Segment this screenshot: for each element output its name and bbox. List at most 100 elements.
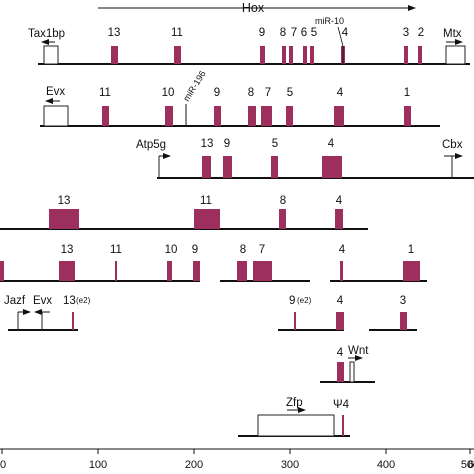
- hox-gene-7: [261, 106, 272, 126]
- hox-gene-8: [237, 261, 247, 281]
- hox-gene-4-label: 4: [337, 87, 344, 99]
- hox-gene-7-label: 7: [291, 27, 297, 39]
- hox-gene-13-e2: [72, 312, 74, 330]
- hox-gene-4-label: 4: [337, 347, 344, 359]
- row-5: 13 11 10 9 8 7 4 1: [0, 244, 427, 282]
- hox-gene-8-label: 8: [248, 87, 254, 99]
- hox-gene-partial: [0, 261, 4, 281]
- hox-gene-7-label: 7: [259, 244, 265, 256]
- zfp-label: Zfp: [286, 397, 303, 409]
- x-tick-label: 300: [281, 459, 299, 471]
- hox-gene-13-label: 13: [61, 244, 74, 256]
- hox-gene-7: [253, 261, 272, 281]
- tax1bp-gene-box: [43, 45, 59, 65]
- psi4-label: Ψ4: [333, 399, 350, 411]
- hox-gene-4: [337, 362, 344, 382]
- hox-gene-3: [404, 46, 408, 64]
- hox-title: Hox: [242, 1, 265, 15]
- row-4: 13 11 8 4: [0, 195, 368, 230]
- hox-gene-9: [214, 106, 221, 126]
- hox-gene-13-label: 13: [108, 27, 121, 39]
- hox-gene-13-label: 13: [201, 138, 214, 150]
- x-tick-label: 100: [89, 459, 107, 471]
- hox-gene-13: [111, 46, 118, 64]
- evx-label: Evx: [46, 86, 65, 98]
- hox-gene-9-e2: [294, 312, 296, 330]
- hox-gene-9-label: 9: [289, 295, 295, 307]
- hox-gene-5-label: 5: [287, 87, 293, 99]
- hox-gene-3: [400, 312, 407, 330]
- mir196-label: miR-196: [181, 69, 208, 103]
- hox-gene-7-label: 7: [265, 87, 271, 99]
- row-3: Atp5g Cbx 13 9 5 4: [136, 138, 474, 179]
- hox-gene-5-label: 5: [311, 27, 317, 39]
- hox-gene-10: [165, 106, 173, 126]
- hox-gene-9-label: 9: [224, 138, 230, 150]
- x-tick-label: 500: [461, 459, 474, 471]
- hox-gene-10: [167, 261, 172, 281]
- hox-gene-2: [418, 46, 422, 64]
- row-6: Jazf Evx 13 (e2) 9 (e2) 4 3: [4, 295, 417, 331]
- hox-gene-3-label: 3: [403, 27, 409, 39]
- hox-gene-1: [404, 106, 411, 126]
- hox-gene-4-label: 4: [328, 138, 335, 150]
- hox-gene-13: [59, 261, 75, 281]
- hox-gene-11-label: 11: [171, 27, 183, 39]
- hox-gene-9: [223, 156, 232, 178]
- wnt-label: Wnt: [348, 345, 369, 357]
- hox-gene-11-label: 11: [200, 195, 212, 207]
- x-tick-label: 400: [377, 459, 395, 471]
- hox-gene-9-label: 9: [214, 87, 220, 99]
- hox-gene-6-label: 6: [301, 27, 307, 39]
- mir10-label: miR-10: [315, 16, 344, 26]
- hox-gene-9-label: 9: [192, 244, 198, 256]
- hox-gene-4-label: 4: [339, 244, 346, 256]
- x-axis: 0 100 200 300 400 500 6: [0, 448, 474, 471]
- hox-gene-11-label: 11: [99, 87, 111, 99]
- hox-gene-11: [115, 261, 117, 281]
- hox-gene-10-label: 10: [162, 87, 175, 99]
- x-tick-label: 6: [468, 459, 474, 471]
- zfp-gene-box: [257, 414, 335, 437]
- hox-gene-5: [271, 156, 278, 178]
- hox-gene-11: [102, 106, 109, 126]
- hox-gene-8: [279, 209, 286, 229]
- hox-header: Hox: [98, 1, 416, 15]
- hox-gene-8-label: 8: [280, 195, 286, 207]
- row-7: 4 Wnt: [320, 345, 375, 383]
- hox-gene-8: [282, 46, 286, 64]
- row-1: Tax1bp Mtx 13 11 9 8 7 6 5 4 miR-10 3 2: [28, 16, 470, 65]
- hox-gene-3-label: 3: [400, 295, 406, 307]
- psi4-pseudogene: [342, 415, 344, 436]
- hox-gene-7: [289, 46, 293, 64]
- hox-gene-9-superscript: (e2): [297, 296, 312, 305]
- hox-gene-1: [403, 261, 420, 281]
- hox-gene-11-label: 11: [110, 244, 122, 256]
- hox-gene-4: [336, 312, 344, 330]
- wnt-gene-box: [349, 361, 355, 383]
- hox-gene-8-label: 8: [240, 244, 246, 256]
- hox-gene-4: [335, 209, 343, 229]
- mtx-label: Mtx: [443, 28, 462, 40]
- hox-gene-10-label: 10: [165, 244, 178, 256]
- row-2: Evx 11 10 miR-196 9 8 7 5 4 1: [40, 69, 440, 127]
- hox-gene-4-label: 4: [342, 27, 349, 39]
- hox-gene-5: [286, 106, 293, 126]
- hox-gene-9: [260, 46, 265, 64]
- hox-gene-5-label: 5: [272, 138, 278, 150]
- jazf-label: Jazf: [4, 295, 26, 307]
- hox-gene-13-label: 13: [58, 195, 71, 207]
- mir10-pointer: [337, 26, 344, 47]
- hox-gene-1-label: 1: [404, 87, 410, 99]
- hox-gene-4: [334, 106, 344, 126]
- hox-gene-13: [202, 156, 211, 178]
- hox-gene-8-label: 8: [280, 27, 286, 39]
- hox-gene-13-superscript: (e2): [76, 296, 91, 305]
- hox-gene-9: [193, 261, 200, 281]
- atp5g-label: Atp5g: [136, 139, 166, 151]
- hox-gene-4: [322, 156, 342, 178]
- cbx-label: Cbx: [442, 139, 463, 151]
- evx-label: Evx: [33, 295, 52, 307]
- hox-gene-8: [248, 106, 256, 126]
